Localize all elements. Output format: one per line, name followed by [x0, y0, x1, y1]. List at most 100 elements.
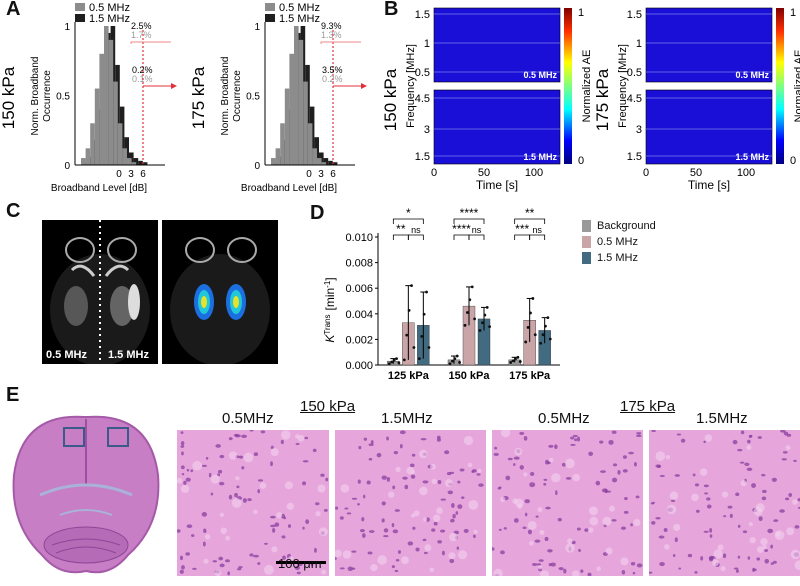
cell-nucleus: [437, 479, 442, 485]
tissue-vacuole: [431, 478, 438, 485]
tissue-vacuole: [235, 476, 240, 481]
cell-nucleus: [709, 527, 713, 533]
cell-nucleus: [287, 524, 292, 528]
y-tick-label: 0.5: [627, 67, 642, 79]
cell-nucleus: [457, 480, 461, 484]
colorbar-tick: 1: [578, 7, 584, 19]
tissue-image-4: [649, 430, 800, 576]
mri-image-left: 0.5 MHz 1.5 MHz: [42, 220, 158, 366]
cell-nucleus: [764, 558, 770, 564]
tissue-vacuole: [500, 496, 506, 502]
cell-nucleus: [420, 437, 427, 441]
y-tick-label: 1: [64, 22, 70, 33]
cell-nucleus: [527, 529, 533, 535]
histogram-xlabel: Broadband Level [dB]: [51, 183, 147, 194]
significance-label: **: [525, 206, 535, 220]
legend-swatch: [582, 252, 591, 264]
cell-nucleus: [611, 519, 617, 522]
cell-nucleus: [219, 563, 225, 568]
tissue-vacuole: [537, 507, 543, 513]
data-point: [541, 333, 545, 337]
tissue-vacuole: [762, 544, 767, 550]
histogram-bar-dark: [328, 160, 333, 165]
cell-nucleus: [181, 473, 185, 476]
cell-nucleus: [781, 458, 788, 461]
cell-nucleus: [499, 486, 502, 489]
cell-nucleus: [391, 565, 395, 569]
y-tick-label: 1: [636, 38, 642, 50]
y-tick-label: 0: [254, 161, 260, 172]
cell-nucleus: [415, 547, 420, 552]
histogram-bar-gray: [90, 123, 95, 165]
tissue-vacuole: [377, 555, 387, 565]
data-point: [509, 361, 513, 364]
histogram-row-label: 150 kPa: [0, 66, 18, 129]
tissue-vacuole: [468, 499, 479, 510]
cell-nucleus: [513, 518, 519, 523]
cell-nucleus: [233, 433, 240, 437]
cell-nucleus: [185, 552, 190, 556]
cell-nucleus: [381, 501, 386, 506]
tissue-vacuole: [401, 556, 409, 565]
data-point: [478, 329, 482, 332]
cell-nucleus: [797, 498, 800, 502]
legend-item-background: Background: [582, 220, 656, 232]
cell-nucleus: [436, 435, 441, 440]
cell-nucleus: [786, 433, 792, 437]
arrow-head: [171, 83, 177, 89]
x-tick-label: 0: [431, 167, 437, 179]
cell-nucleus: [749, 434, 753, 437]
significance-label: ns: [532, 225, 542, 235]
cell-nucleus: [253, 554, 260, 558]
cell-nucleus: [576, 527, 581, 531]
cell-nucleus: [270, 445, 274, 450]
spectrogram-xlabel: Time [s]: [476, 178, 518, 192]
y-label-close: ]: [323, 277, 337, 280]
cell-nucleus: [431, 528, 436, 532]
tissue-vacuole: [284, 481, 293, 490]
y-tick-label: 1: [254, 22, 260, 33]
cell-nucleus: [423, 551, 428, 555]
cell-nucleus: [680, 438, 686, 443]
cell-nucleus: [522, 526, 527, 530]
cell-nucleus: [757, 436, 762, 439]
tissue-background: [649, 430, 800, 576]
y-tick-label: 0.004: [345, 309, 373, 321]
data-point: [514, 357, 517, 361]
cell-nucleus: [636, 434, 642, 438]
cell-nucleus: [709, 557, 713, 562]
cell-nucleus: [570, 436, 575, 440]
data-point: [533, 333, 537, 337]
spectrogram-map: [433, 7, 561, 83]
tissue-vacuole: [540, 570, 549, 576]
cell-nucleus: [547, 549, 553, 553]
tissue-vacuole: [315, 511, 321, 517]
cell-nucleus: [394, 509, 400, 512]
tissue-vacuole: [512, 498, 519, 505]
cell-nucleus: [574, 438, 578, 442]
cell-nucleus: [788, 493, 793, 497]
cell-nucleus: [524, 499, 531, 504]
data-point: [468, 298, 472, 302]
histogram-ylabel: Occurrence: [42, 70, 53, 122]
x-tick-label: 150 kPa: [449, 370, 491, 382]
tissue-vacuole: [432, 514, 441, 522]
cell-nucleus: [651, 520, 656, 525]
tissue-vacuole: [673, 523, 681, 532]
cell-nucleus: [218, 556, 224, 561]
histogram-bar-gray: [113, 81, 118, 165]
legend-label: Background: [597, 220, 656, 232]
cell-nucleus: [624, 496, 628, 501]
annotation-upper-dark: 9.3%: [321, 21, 342, 31]
cell-nucleus: [761, 473, 766, 477]
tissue-vacuole: [608, 505, 616, 512]
cell-nucleus: [617, 470, 621, 475]
cell-nucleus: [260, 430, 266, 434]
cell-nucleus: [770, 544, 774, 549]
colorbar-tick: 0: [578, 155, 584, 167]
tissue-vacuole: [572, 473, 581, 482]
y-tick-label: 0.010: [345, 232, 373, 244]
annotation-lower-dark: 3.5%: [322, 65, 343, 75]
tissue-label-2: 1.5MHz: [381, 410, 433, 427]
legend-label: 1.5 MHz: [597, 252, 638, 264]
